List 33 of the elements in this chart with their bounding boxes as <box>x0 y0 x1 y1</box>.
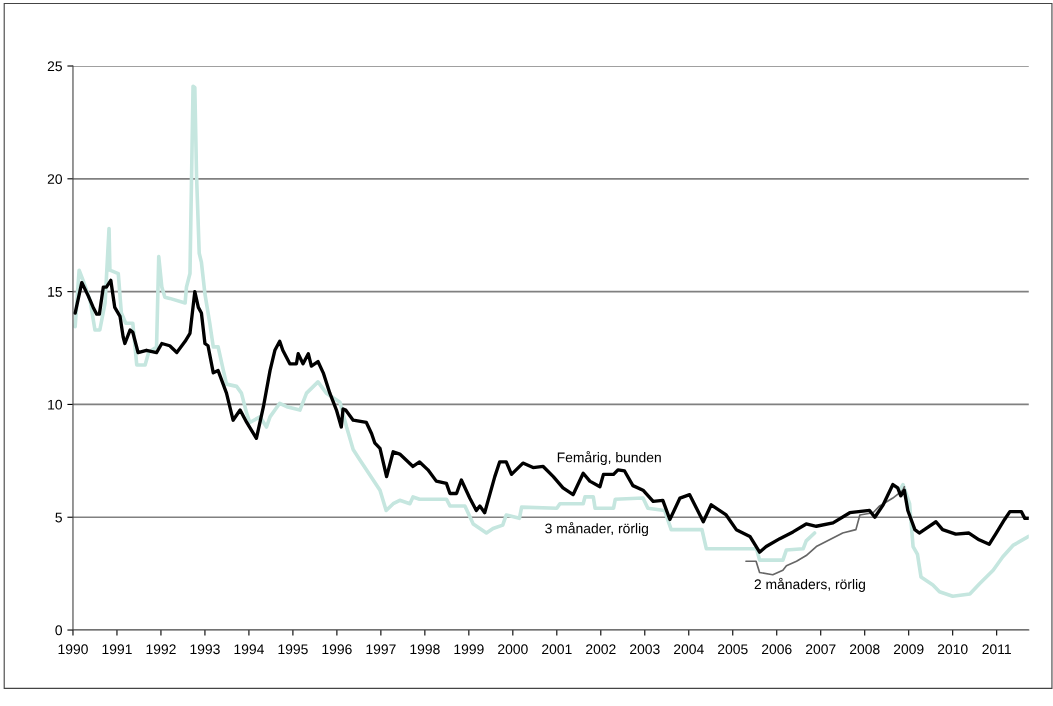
x-tick-label: 2009 <box>893 644 924 655</box>
x-tick-label: 1997 <box>366 644 396 655</box>
y-tick-label: 20 <box>47 174 63 184</box>
y-tick-label: 15 <box>48 287 62 297</box>
y-tick-label: 0 <box>55 625 63 636</box>
x-tick-label: 1990 <box>58 644 88 655</box>
y-tick-label: 10 <box>48 399 63 410</box>
x-tick-label: 1994 <box>234 644 264 655</box>
y-tick-label: 25 <box>47 61 62 72</box>
line-series <box>73 278 1029 554</box>
x-tick-label: 1993 <box>190 644 220 655</box>
x-tick-label: 2008 <box>849 644 880 655</box>
x-tick-label: 2003 <box>630 644 660 655</box>
series-label: Femårig, bunden <box>557 450 661 466</box>
x-tick-label: 2010 <box>937 644 968 655</box>
series-label: 2 månaders, rörlig <box>754 577 865 592</box>
y-tick-label: 5 <box>55 512 62 523</box>
x-tick-label: 1998 <box>410 644 440 655</box>
x-tick-label: 1992 <box>146 644 176 655</box>
x-tick-label: 2005 <box>718 644 748 655</box>
x-tick-label: 2004 <box>674 644 704 655</box>
x-tick-label: 1996 <box>322 644 352 655</box>
x-tick-label: 2011 <box>982 644 1011 655</box>
x-tick-label: 2006 <box>761 644 792 655</box>
x-tick-label: 1999 <box>454 644 484 655</box>
x-tick-label: 1991 <box>102 644 132 655</box>
line-series <box>745 485 906 576</box>
x-tick-label: 2000 <box>498 644 528 655</box>
x-tick-label: 2002 <box>586 644 616 655</box>
x-tick-label: 2007 <box>805 644 836 655</box>
x-tick-label: 2001 <box>542 644 572 655</box>
series-label: 3 månader, rörlig <box>545 522 648 537</box>
x-tick-label: 1995 <box>278 644 308 655</box>
